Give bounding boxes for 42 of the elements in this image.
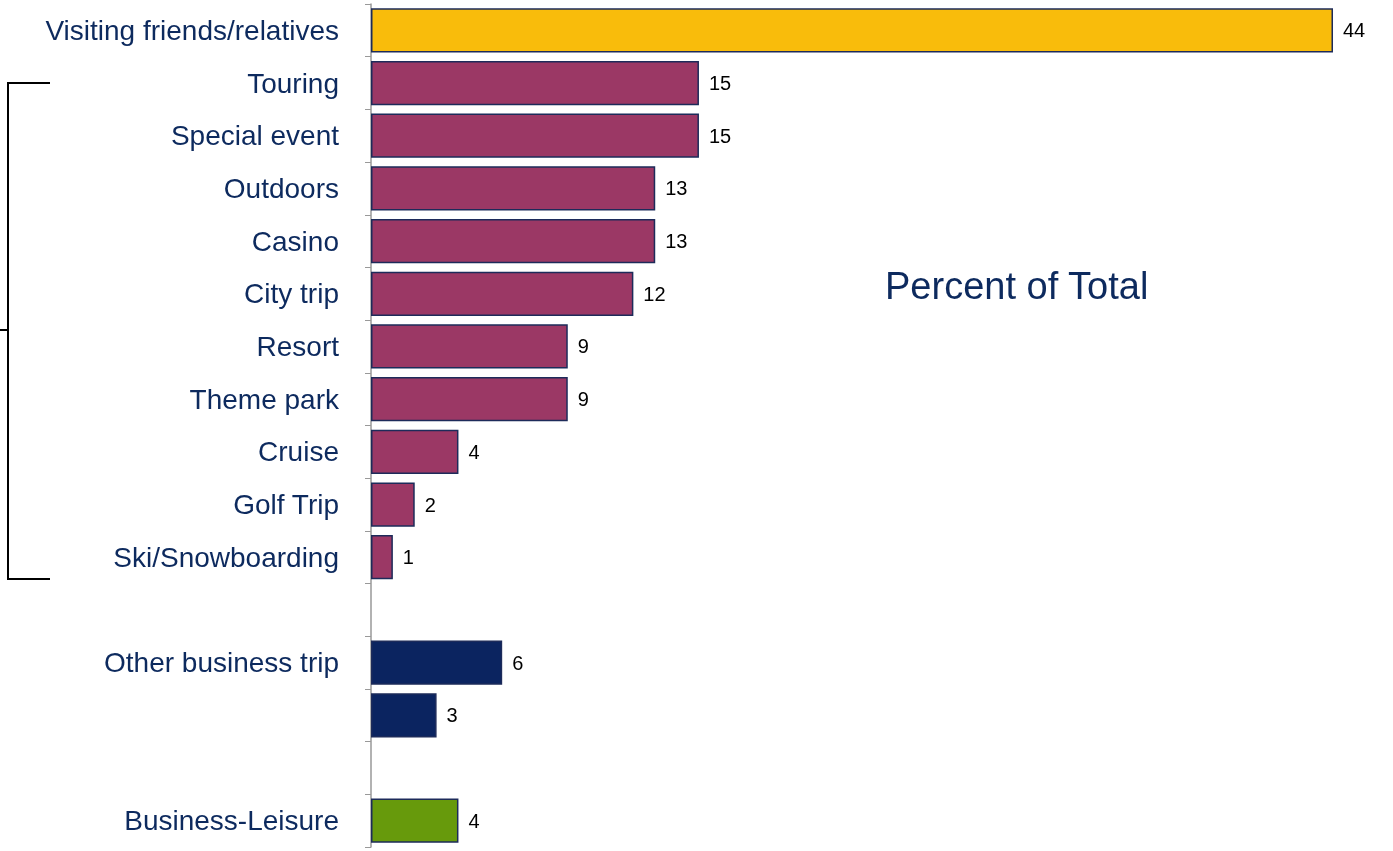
bar <box>371 60 699 106</box>
data-label: 13 <box>665 177 688 200</box>
data-label: 13 <box>665 230 688 253</box>
y-tick-label: Cruise <box>258 436 339 468</box>
bar <box>371 640 503 685</box>
y-tick-label: Outdoors <box>223 172 339 204</box>
bar <box>371 271 634 316</box>
y-tick-label: Ski/Snowboarding <box>113 541 339 573</box>
bar <box>371 693 437 738</box>
y-tick-label: Business-Leisure <box>124 805 339 837</box>
data-label: 15 <box>708 124 732 147</box>
data-label: 4 <box>468 809 480 832</box>
y-tick-label: Casino <box>251 225 339 257</box>
data-label: 2 <box>424 493 436 516</box>
bar <box>371 324 568 369</box>
data-label: 4 <box>468 440 480 463</box>
bar <box>371 429 459 474</box>
bar <box>371 166 656 211</box>
bar <box>371 482 415 527</box>
y-tick-label: Other business trip <box>104 647 339 679</box>
y-tick-label: Golf Trip <box>233 489 339 521</box>
y-tick-label: Touring <box>247 67 339 99</box>
y-tick-label: Special event <box>170 120 340 152</box>
data-label: 15 <box>708 72 732 95</box>
data-label: 44 <box>1343 19 1366 42</box>
bar <box>371 218 656 264</box>
data-label: 9 <box>577 335 589 358</box>
y-tick-label: Resort <box>256 330 340 362</box>
data-label: 12 <box>643 282 666 305</box>
data-label: 6 <box>512 651 524 674</box>
y-tick-label: City trip <box>244 278 339 310</box>
y-tick-label: Visiting friends/relatives <box>45 14 339 46</box>
y-tick-label: Theme park <box>189 383 340 415</box>
bar <box>371 798 459 843</box>
data-label: 9 <box>577 388 589 411</box>
text: Percent of Total <box>885 265 1149 307</box>
bar <box>371 535 393 580</box>
data-label: 1 <box>402 546 414 569</box>
bar <box>371 8 1333 53</box>
bar <box>371 113 699 158</box>
bar <box>371 377 568 422</box>
data-label: 3 <box>446 704 458 727</box>
